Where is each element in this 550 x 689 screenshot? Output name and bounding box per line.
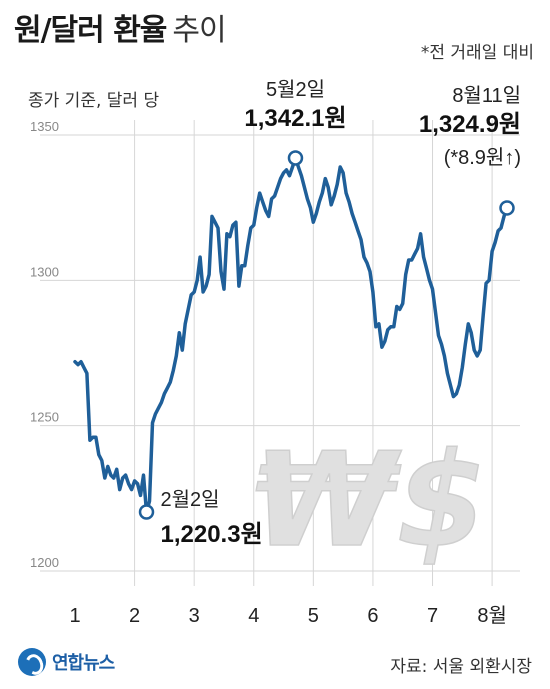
annotation-value: 1,342.1원 xyxy=(244,105,346,132)
x-tick-label: 3 xyxy=(189,605,200,627)
chart-title: 원/달러 환율 추이 xyxy=(14,13,227,48)
title-sub: 추이 xyxy=(172,13,226,48)
x-tick-label: 8월 xyxy=(477,604,507,627)
annotation-date: 5월2일 xyxy=(266,78,325,101)
logo-text: 연합뉴스 xyxy=(52,653,115,674)
x-tick-label: 2 xyxy=(129,605,140,627)
annotation-marker xyxy=(287,150,304,166)
annotation-change: (*8.9원↑) xyxy=(444,146,521,169)
x-tick-label: 1 xyxy=(69,605,80,627)
source-text: 자료: 서울 외환시장 xyxy=(390,657,532,677)
annotation-marker xyxy=(138,504,155,520)
title-main: 원/달러 환율 xyxy=(14,13,167,48)
x-tick-label: 4 xyxy=(248,605,259,627)
y-tick-label: 1350 xyxy=(30,119,59,134)
y-tick-label: 1250 xyxy=(30,410,59,425)
x-tick-label: 6 xyxy=(367,605,378,627)
currency-watermark: ₩$ xyxy=(253,424,487,576)
x-tick-label: 5 xyxy=(308,605,319,627)
annotation-value: 1,220.3원 xyxy=(161,521,263,548)
x-tick-label: 7 xyxy=(427,605,438,627)
annotation-date: 8월11일 xyxy=(452,84,521,107)
chart-subtitle: 종가 기준, 달러 당 xyxy=(28,91,160,111)
y-tick-label: 1200 xyxy=(30,555,59,570)
annotation-value: 1,324.9원 xyxy=(419,111,521,138)
yonhap-logo-icon xyxy=(18,648,46,676)
yonhap-logo: 연합뉴스 xyxy=(18,648,115,676)
comparison-note: *전 거래일 대비 xyxy=(420,43,534,63)
annotation-date: 2월2일 xyxy=(161,488,220,511)
y-tick-label: 1300 xyxy=(30,264,59,279)
annotation-marker xyxy=(499,200,515,216)
